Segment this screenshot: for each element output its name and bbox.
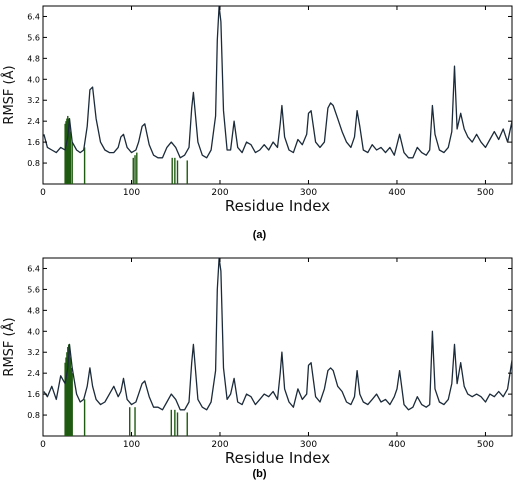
x-tick-label: 200 [211, 188, 228, 198]
y-tick-label: 5.6 [27, 33, 40, 42]
rmsf-series-line [43, 6, 512, 159]
y-tick-label: 6.4 [27, 12, 40, 21]
x-tick-label: 500 [477, 440, 494, 450]
x-axis-label: Residue Index [225, 197, 330, 215]
rmsf-chart-a: 0 100 200 300 400 500 0.8 1.6 2.4 3.2 4.0 4.8 5.6 6.4… [0, 0, 519, 240]
y-axis-label: RMSF (Å) [1, 317, 17, 376]
panel-label-b: (b) [252, 468, 267, 480]
x-tick-label: 500 [477, 188, 494, 198]
rmsf-chart-b-svg: 0 100 200 300 400 500 0.8 1.6 2.4 3.2 4.0 4.8 5.6 6.4… [1, 257, 513, 467]
plot-frame [42, 5, 513, 185]
y-tick-label: 3.2 [27, 96, 40, 105]
y-tick-label: 2.4 [27, 369, 40, 378]
y-tick-label: 4.8 [27, 306, 40, 315]
x-tick-label: 400 [388, 440, 405, 450]
rmsf-series-line [43, 258, 512, 411]
y-tick-label: 4.8 [27, 54, 40, 63]
y-tick-label: 2.4 [27, 117, 40, 126]
x-axis-label: Residue Index [225, 449, 330, 466]
x-tick-label: 0 [40, 188, 46, 198]
y-tick-label: 3.2 [27, 348, 40, 357]
y-tick-label: 4.0 [27, 327, 40, 336]
x-tick-label: 100 [123, 188, 140, 198]
y-tick-label: 6.4 [27, 264, 40, 273]
panel-label-a: (a) [252, 229, 267, 241]
rmsf-chart-b: 0 100 200 300 400 500 0.8 1.6 2.4 3.2 4.0 4.8 5.6 6.4… [0, 252, 519, 483]
y-tick-label: 1.6 [27, 138, 40, 147]
y-axis-label: RMSF (Å) [1, 65, 17, 124]
y-tick-label: 0.8 [27, 411, 40, 420]
x-tick-label: 300 [300, 440, 317, 450]
plot-frame [42, 257, 513, 437]
y-tick-label: 5.6 [27, 285, 40, 294]
x-tick-label: 100 [123, 440, 140, 450]
x-tick-label: 400 [388, 188, 405, 198]
rmsf-chart-a-svg: 0 100 200 300 400 500 0.8 1.6 2.4 3.2 4.0 4.8 5.6 6.4… [1, 5, 513, 215]
y-tick-label: 4.0 [27, 75, 40, 84]
y-tick-label: 0.8 [27, 159, 40, 168]
x-tick-label: 200 [211, 440, 228, 450]
x-tick-label: 0 [40, 440, 46, 450]
x-tick-label: 300 [300, 188, 317, 198]
y-tick-label: 1.6 [27, 390, 40, 399]
